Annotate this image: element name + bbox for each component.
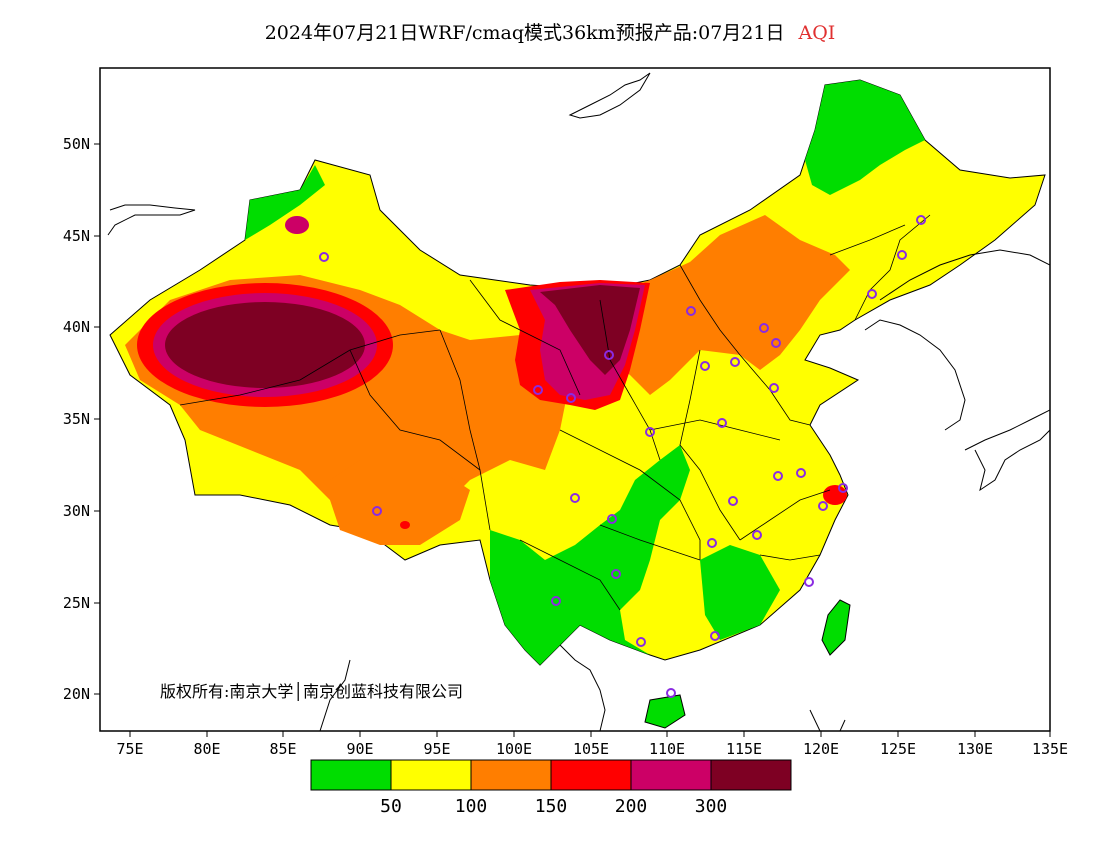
taiwan-island: [821, 599, 851, 656]
title-variable: AQI: [798, 22, 836, 44]
colorbar-label: 50: [380, 796, 402, 817]
lon-label: 130E: [957, 740, 993, 758]
lat-label: 50N: [63, 135, 90, 153]
lon-label: 75E: [116, 740, 143, 758]
neighbour-coastlines: [107, 72, 1050, 731]
map-title: 2024年07月21日WRF/cmaq模式36km预报产品:07月21日 AQI: [0, 18, 1100, 45]
lon-label: 135E: [1032, 740, 1068, 758]
colorbar-swatch: [310, 759, 392, 791]
lat-label: 20N: [63, 685, 90, 703]
lon-label: 85E: [269, 740, 296, 758]
colorbar-label: 150: [535, 796, 568, 817]
latitude-labels: 50N 45N 40N 35N 30N 25N 20N: [63, 135, 90, 703]
colorbar-swatch: [470, 759, 552, 791]
colorbar-swatch: [630, 759, 712, 791]
lon-label: 95E: [423, 740, 450, 758]
colorbar-swatch: [550, 759, 632, 791]
green-xinjiang-north: [245, 165, 325, 240]
orange-tibet: [330, 455, 470, 545]
lon-label: 110E: [649, 740, 685, 758]
green-northeast: [805, 80, 925, 195]
lat-label: 25N: [63, 594, 90, 612]
red-yangtze-delta: [823, 485, 847, 505]
lon-label: 100E: [496, 740, 532, 758]
colorbar-swatch: [710, 759, 792, 791]
lat-label: 30N: [63, 502, 90, 520]
red-tibet-spot: [400, 521, 410, 529]
province-boundaries: [179, 214, 931, 611]
magenta-xinjiang-north: [285, 216, 309, 234]
green-guangxi: [700, 545, 780, 640]
colorbar-label: 200: [615, 796, 648, 817]
lat-label: 45N: [63, 227, 90, 245]
copyright-text: 版权所有:南京大学│南京创蓝科技有限公司: [160, 681, 463, 701]
axis-ticks: [94, 143, 1051, 737]
title-main: 2024年07月21日WRF/cmaq模式36km预报产品:07月21日: [264, 22, 785, 44]
map-content: 版权所有:南京大学│南京创蓝科技有限公司: [107, 72, 1050, 731]
lon-label: 90E: [346, 740, 373, 758]
lon-label: 115E: [726, 740, 762, 758]
colorbar-labels: 50 100 150 200 300: [380, 796, 727, 817]
longitude-labels: 75E 80E 85E 90E 95E 100E 105E 110E 115E …: [116, 740, 1068, 758]
lon-label: 125E: [880, 740, 916, 758]
colorbar: [310, 759, 792, 791]
lon-label: 80E: [193, 740, 220, 758]
lon-label: 105E: [573, 740, 609, 758]
maroon-taklamakan: [165, 302, 365, 388]
lon-label: 120E: [803, 740, 839, 758]
lat-label: 35N: [63, 410, 90, 428]
maroon-inner-mongolia: [540, 285, 640, 375]
green-south: [490, 445, 690, 665]
colorbar-label: 100: [455, 796, 488, 817]
colorbar-swatch: [390, 759, 472, 791]
lat-label: 40N: [63, 318, 90, 336]
orange-north-china: [600, 215, 850, 395]
station-markers: [319, 215, 926, 698]
colorbar-label: 300: [695, 796, 728, 817]
